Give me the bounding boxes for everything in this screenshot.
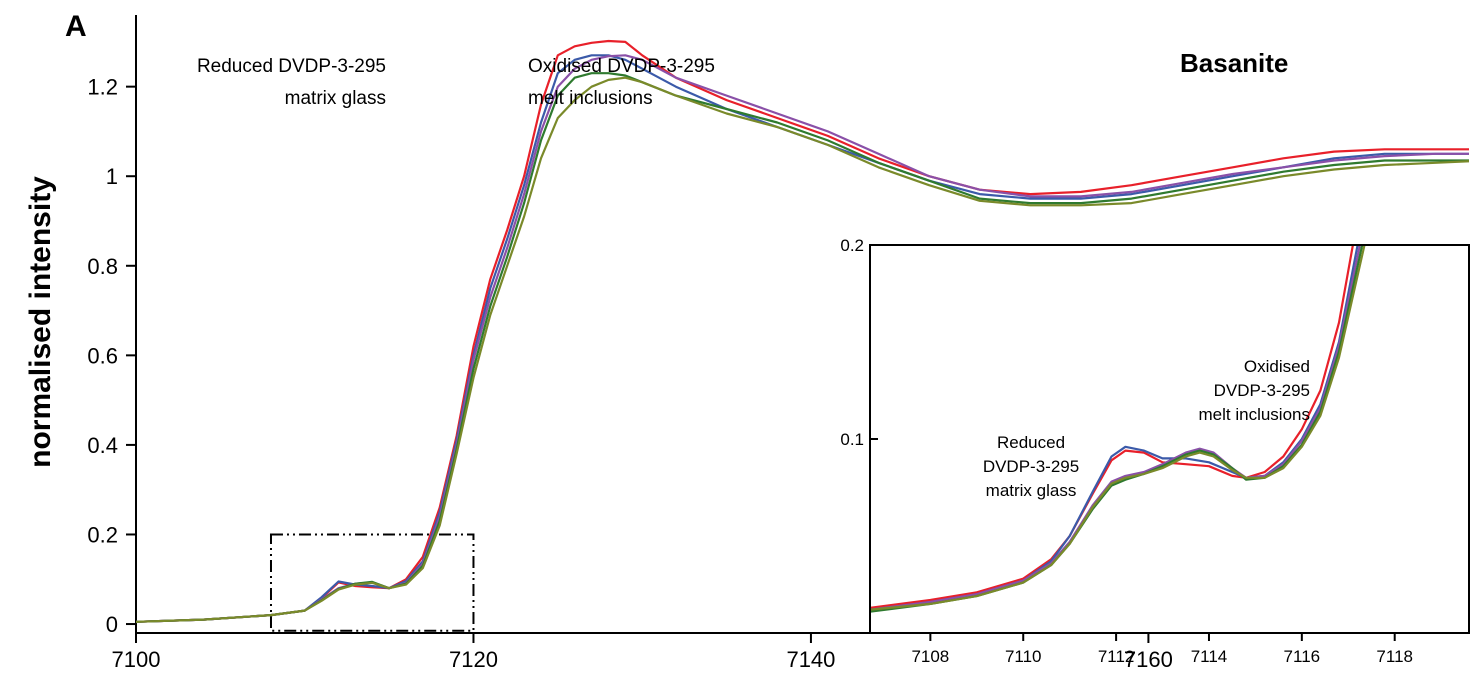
inset-annotation-reduced-line3: matrix glass: [986, 481, 1077, 500]
panel-label: A: [65, 10, 87, 43]
main-y-tick-label: 1.2: [87, 75, 118, 100]
inset-y-tick-label: 0.1: [840, 430, 864, 449]
annotation-oxidised-line2: melt inclusions: [528, 88, 653, 109]
inset-x-tick-label: 7118: [1376, 647, 1413, 666]
inset-x-tick-label: 7116: [1284, 647, 1321, 666]
main-series-group: [136, 39, 1469, 623]
main-y-ticks: 0 0.2 0.4 0.6 0.8 1 1.2: [87, 75, 136, 637]
main-y-tick-label: 1: [106, 164, 118, 189]
main-x-ticks: 7100 7120 7140 7160: [112, 633, 1173, 672]
zoom-region-box: [269, 533, 475, 632]
inset-annotation-oxidised-line3: melt inclusions: [1199, 405, 1311, 424]
y-axis-label: normalised intensity: [24, 176, 57, 468]
inset-series-line-1: [870, 245, 1354, 609]
inset-x-tick-label: 7110: [1005, 647, 1042, 666]
inset-annotation-oxidised-line1: Oxidised: [1244, 357, 1310, 376]
annotation-reduced-line1: Reduced DVDP-3-295: [197, 56, 386, 77]
inset-annotation-reduced-line1: Reduced: [997, 433, 1065, 452]
inset-frame: [869, 244, 1470, 634]
main-y-tick-label: 0.6: [87, 343, 118, 368]
main-x-tick-label: 7120: [449, 647, 498, 672]
chart-title: Basanite: [1180, 48, 1288, 78]
inset-x-tick-label: 7112: [1098, 647, 1135, 666]
inset-annotation-oxidised-line2: DVDP-3-295: [1214, 381, 1310, 400]
inset-y-tick-label: 0.2: [840, 236, 864, 255]
main-y-tick-label: 0.2: [87, 522, 118, 547]
main-y-tick-label: 0.4: [87, 433, 118, 458]
main-x-tick-label: 7160: [1124, 647, 1173, 672]
main-y-tick-label: 0.8: [87, 254, 118, 279]
annotation-oxidised-line1: Oxidised DVDP-3-295: [528, 56, 715, 77]
main-x-tick-label: 7100: [112, 647, 161, 672]
inset-annotation-reduced-line2: DVDP-3-295: [983, 457, 1079, 476]
inset-x-tick-label: 7114: [1191, 647, 1228, 666]
inset-series-group: [870, 245, 1366, 613]
main-y-tick-label: 0: [106, 612, 118, 637]
main-x-tick-label: 7140: [786, 647, 835, 672]
inset-series-line-3: [870, 245, 1361, 611]
inset-chart: 0.10.2 7108 7110 7112 7114 7116 7118 Reduced …: [840, 236, 1470, 666]
annotation-reduced-line2: matrix glass: [285, 88, 386, 109]
main-series-line-5: [136, 76, 1469, 623]
inset-x-tick-label: 7108: [911, 647, 949, 666]
inset-x-ticks: 7108 7110 7112 7114 7116 7118: [911, 633, 1413, 666]
inset-y-ticks: 0.1 0.2: [840, 236, 878, 449]
inset-series-line-5: [870, 245, 1366, 611]
